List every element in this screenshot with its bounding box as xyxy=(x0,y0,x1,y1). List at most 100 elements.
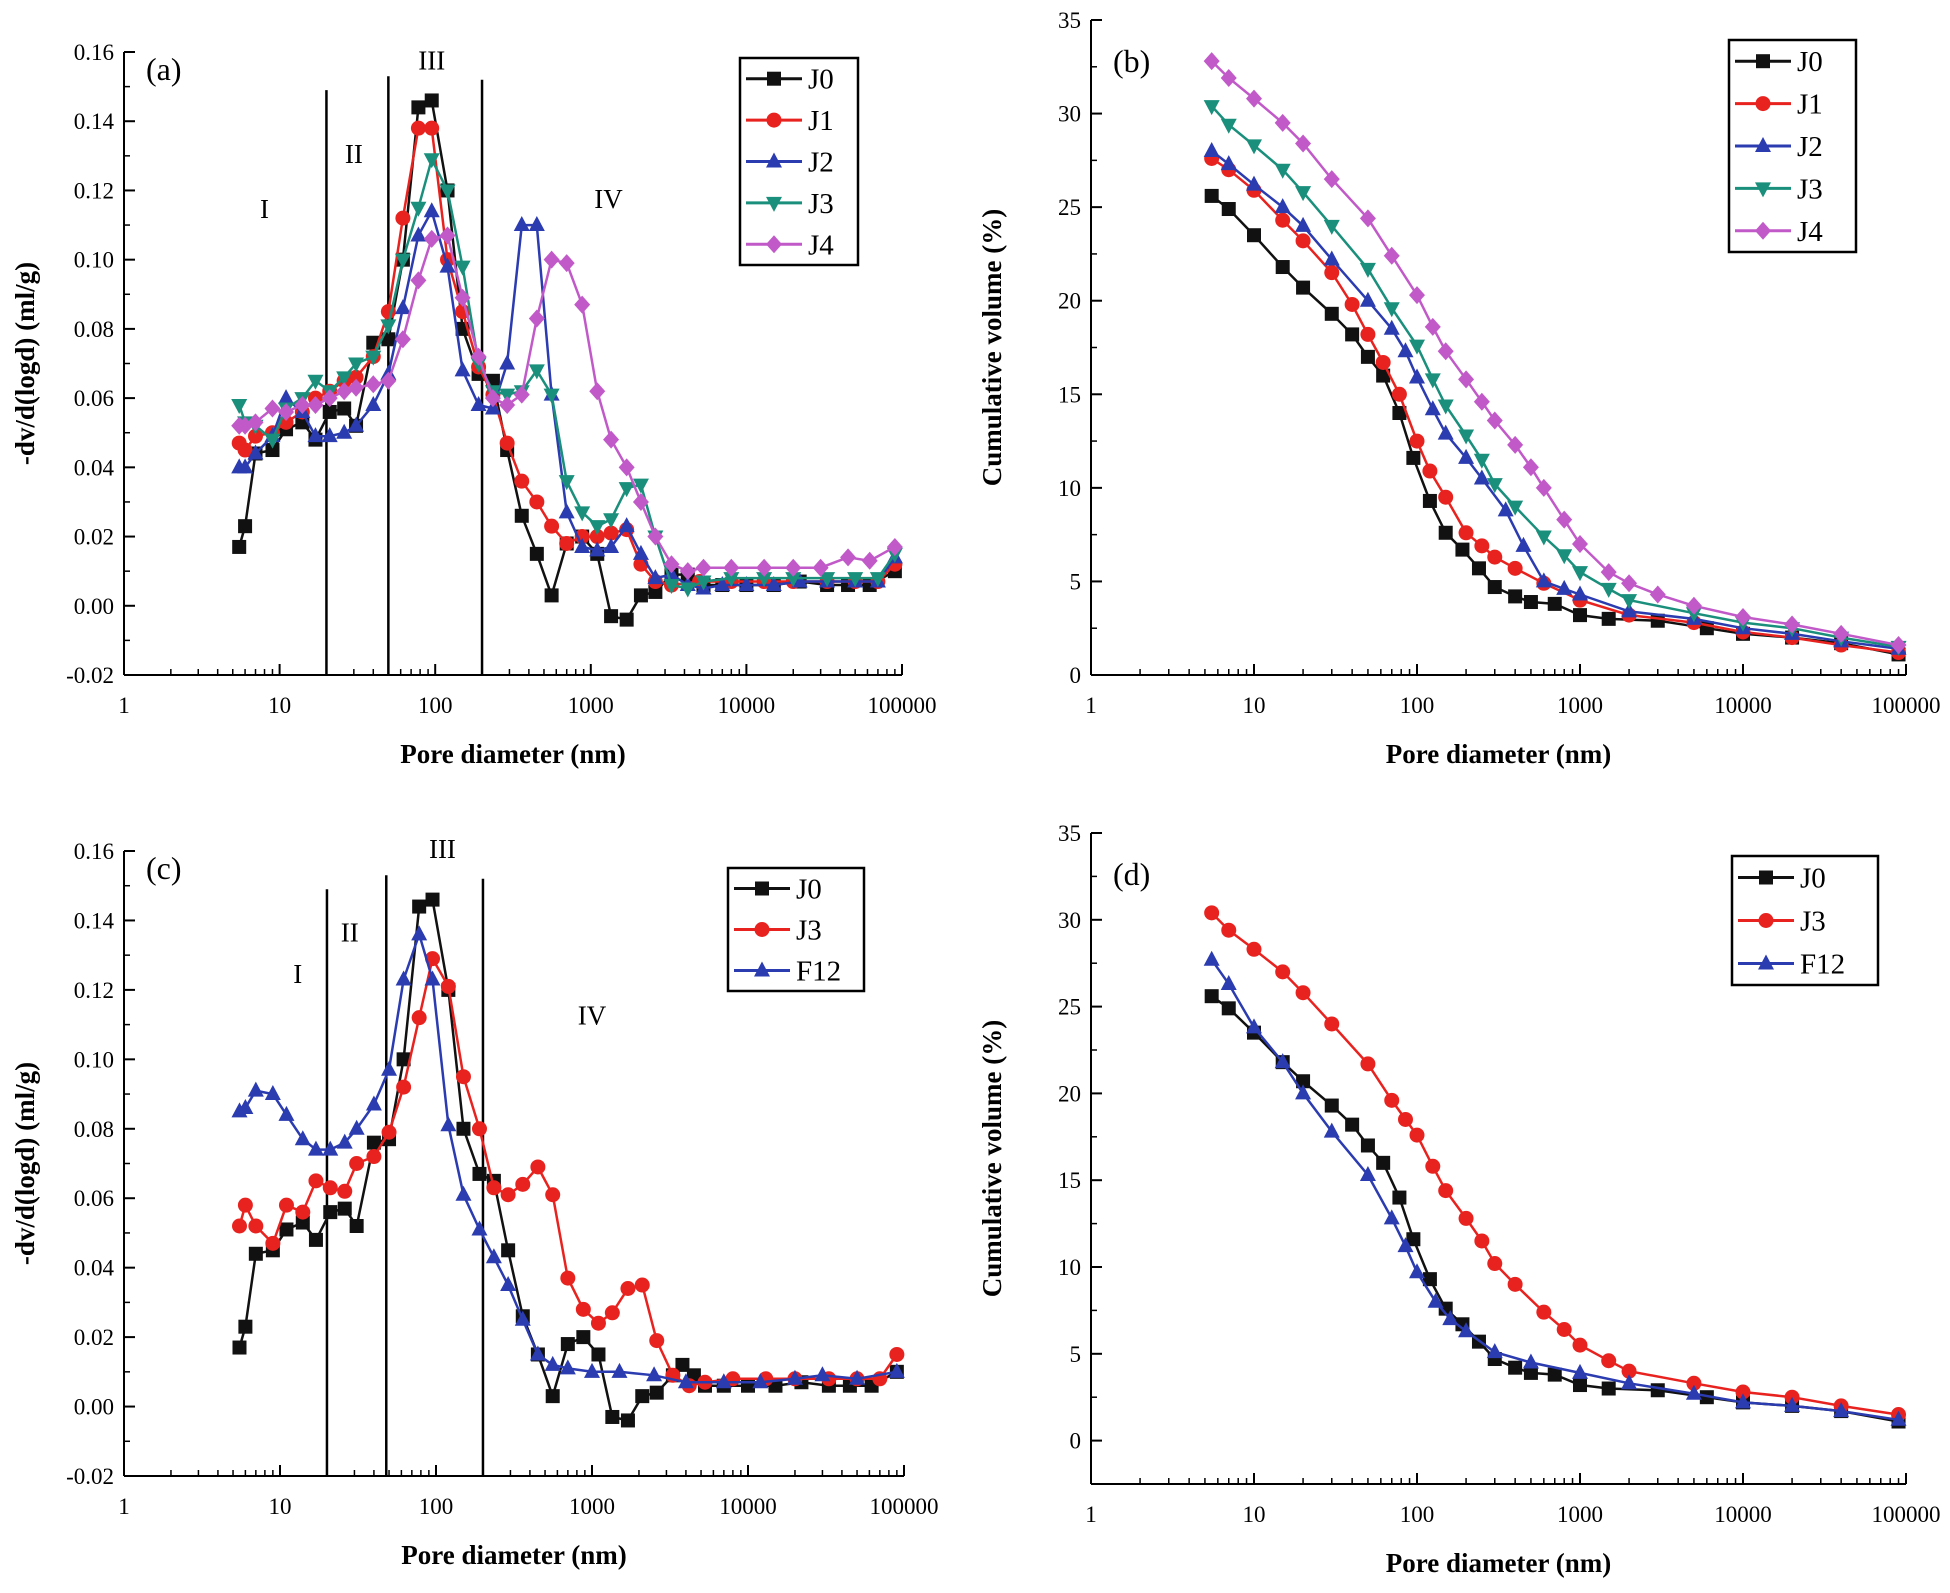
marker-circle xyxy=(1507,1276,1523,1292)
marker-diamond xyxy=(1890,636,1907,655)
y-tick-label: 25 xyxy=(1058,195,1081,220)
marker-triangle-up xyxy=(1685,1384,1702,1400)
y-tick-label: 10 xyxy=(1058,476,1081,501)
y-tick-label: 0.02 xyxy=(74,525,114,550)
marker-circle xyxy=(1409,1127,1425,1143)
marker-triangle-up xyxy=(1383,1209,1400,1225)
marker-square xyxy=(232,1340,247,1355)
marker-circle xyxy=(278,1197,294,1213)
y-tick-label: 0.02 xyxy=(74,1325,114,1350)
marker-triangle-down xyxy=(847,572,864,588)
marker-triangle-down xyxy=(1572,566,1588,582)
x-tick-label: 100 xyxy=(419,1494,454,1519)
x-axis-label: Pore diameter (nm) xyxy=(1386,739,1611,769)
marker-triangle-up xyxy=(738,576,755,592)
marker-triangle-up xyxy=(454,361,471,377)
marker-triangle-down xyxy=(618,482,635,498)
series-J3 xyxy=(231,951,905,1394)
x-tick-label: 1 xyxy=(118,693,130,718)
marker-triangle-down xyxy=(336,371,353,387)
marker-diamond xyxy=(603,430,620,449)
marker-diamond xyxy=(785,558,802,577)
marker-square xyxy=(238,1319,253,1334)
marker-diamond xyxy=(348,378,365,397)
marker-square xyxy=(1221,1001,1236,1016)
marker-diamond xyxy=(840,548,857,567)
marker-triangle-up xyxy=(1486,1343,1503,1359)
x-tick-label: 100 xyxy=(418,693,453,718)
marker-triangle-up xyxy=(1323,1122,1340,1138)
marker-diamond xyxy=(1556,510,1573,529)
marker-diamond xyxy=(1784,615,1801,634)
marker-circle xyxy=(1246,941,1262,957)
legend-label-J2: J2 xyxy=(1797,131,1823,163)
y-tick-label: 0.04 xyxy=(74,455,115,480)
marker-triangle-up xyxy=(1424,400,1441,416)
marker-triangle-up xyxy=(1473,469,1490,485)
marker-diamond xyxy=(1735,607,1751,626)
marker-square xyxy=(1247,228,1261,243)
marker-square xyxy=(1345,1117,1360,1132)
marker-circle xyxy=(1375,354,1391,370)
marker-diamond xyxy=(861,551,878,570)
marker-triangle-up xyxy=(1323,250,1340,266)
marker-square xyxy=(323,1205,338,1220)
x-tick-label: 100000 xyxy=(868,693,937,718)
legend-label-J0: J0 xyxy=(808,64,834,96)
series-line-J3 xyxy=(238,955,898,1388)
y-tick-label: 5 xyxy=(1070,1342,1082,1367)
legend: J0 J3 F12 xyxy=(1730,854,1880,987)
x-tick-label: 100000 xyxy=(1872,1502,1941,1527)
marker-triangle-down xyxy=(785,572,802,588)
marker-triangle-down xyxy=(1755,182,1771,198)
marker-triangle-up xyxy=(1621,602,1638,618)
marker-triangle-up xyxy=(440,1116,457,1132)
x-tick-label: 1 xyxy=(118,1494,130,1519)
marker-diamond xyxy=(410,271,427,290)
marker-square xyxy=(232,539,247,554)
marker-circle xyxy=(1458,525,1474,541)
marker-square xyxy=(1376,1155,1391,1170)
marker-triangle-up xyxy=(1220,975,1237,991)
marker-triangle-down xyxy=(231,399,248,415)
marker-circle xyxy=(1755,96,1771,112)
marker-square xyxy=(1345,327,1360,342)
marker-diamond xyxy=(247,413,264,432)
marker-diamond xyxy=(647,527,664,546)
marker-triangle-up xyxy=(247,1081,264,1097)
marker-diamond xyxy=(1437,342,1454,361)
marker-triangle-down xyxy=(1458,429,1475,445)
marker-triangle-up xyxy=(786,1369,803,1385)
marker-triangle-down xyxy=(1486,478,1503,494)
marker-circle xyxy=(1458,1210,1474,1226)
marker-square xyxy=(604,609,619,624)
marker-triangle-down xyxy=(543,388,560,404)
marker-square xyxy=(1573,1378,1587,1393)
y-tick-label: 0.04 xyxy=(74,1256,115,1281)
marker-circle xyxy=(1344,296,1360,312)
marker-diamond xyxy=(1755,221,1771,240)
marker-circle xyxy=(366,1149,382,1165)
marker-diamond xyxy=(695,558,712,577)
marker-circle xyxy=(237,1197,253,1213)
legend: J0 J1 J2 J3 J4 xyxy=(738,56,860,267)
marker-triangle-up xyxy=(1442,1310,1459,1326)
marker-triangle-up xyxy=(584,1362,600,1378)
marker-square xyxy=(456,1121,471,1136)
marker-triangle-down xyxy=(264,433,281,449)
marker-diamond xyxy=(1383,246,1400,265)
region-label: II xyxy=(345,139,363,169)
marker-triangle-up xyxy=(307,427,324,443)
series-line-F12 xyxy=(1210,958,1899,1422)
x-tick-label: 1000 xyxy=(569,1494,615,1519)
marker-square xyxy=(1204,989,1219,1004)
marker-circle xyxy=(231,1218,247,1234)
marker-circle xyxy=(486,1180,502,1196)
marker-circle xyxy=(590,1315,606,1331)
marker-triangle-down xyxy=(1437,399,1454,415)
series-J3 xyxy=(1204,905,1907,1423)
marker-circle xyxy=(589,529,605,545)
marker-triangle-up xyxy=(1203,142,1220,157)
marker-triangle-down xyxy=(1220,118,1237,134)
marker-triangle-up xyxy=(1220,155,1237,171)
